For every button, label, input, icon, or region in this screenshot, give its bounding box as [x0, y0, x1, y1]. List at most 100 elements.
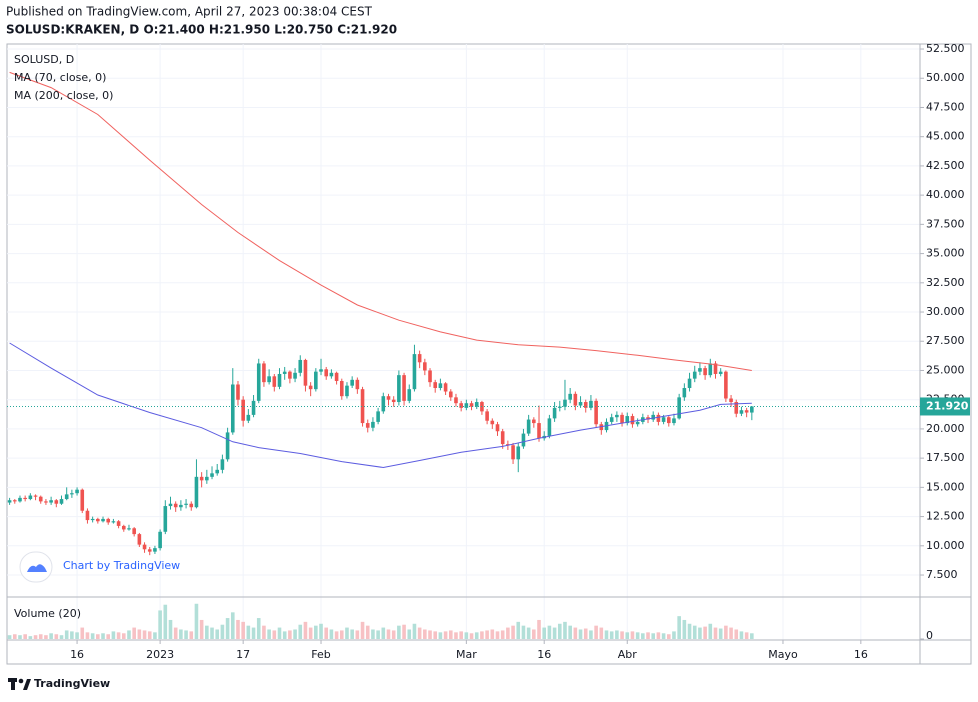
volume-bar — [101, 633, 105, 639]
volume-bar — [28, 636, 33, 639]
volume-bar — [85, 632, 90, 639]
candle-body — [329, 372, 334, 377]
volume-bar — [547, 625, 552, 639]
volume-bar — [106, 634, 111, 639]
volume-bar — [718, 628, 723, 639]
candle-body — [729, 398, 733, 403]
volume-bar — [355, 630, 360, 639]
volume-legend: Volume (20) — [14, 607, 81, 620]
legend-ma70: MA (70, close, 0) — [14, 71, 106, 84]
candle-body — [210, 473, 214, 477]
candle-body — [692, 371, 697, 379]
volume-bar — [96, 634, 100, 639]
candle-body — [506, 444, 510, 446]
candle-body — [677, 397, 681, 419]
volume-bar — [220, 624, 225, 639]
candle-body — [38, 496, 43, 502]
candle-body — [428, 370, 432, 383]
candle-body — [179, 504, 183, 508]
volume-bar — [412, 623, 417, 639]
candle-body — [532, 419, 536, 424]
volume-bar — [137, 629, 142, 639]
volume-bar — [329, 629, 334, 639]
ma-line — [9, 342, 752, 469]
x-tick-label: 16 — [70, 648, 84, 661]
watermark-text[interactable]: Chart by TradingView — [63, 559, 180, 572]
volume-bar — [386, 629, 391, 639]
candle-body — [251, 400, 256, 415]
candle-body — [163, 506, 168, 532]
candle-body — [267, 376, 271, 383]
candle-body — [552, 407, 557, 419]
volume-bar — [630, 631, 635, 639]
x-tick-label: 16 — [537, 648, 551, 661]
candle-body — [713, 363, 718, 374]
volume-bar — [142, 630, 147, 639]
volume-bar — [262, 625, 266, 639]
candle-body — [609, 417, 614, 422]
candle-body — [485, 411, 489, 421]
volume-bar — [132, 627, 136, 639]
legend-symbol: SOLUSD, D — [14, 53, 74, 66]
candle-body — [85, 510, 90, 521]
volume-bar — [656, 632, 661, 639]
axes: 7.50010.00012.50015.00017.50020.00022.50… — [70, 42, 970, 661]
y-tick-label: 37.500 — [926, 217, 965, 230]
candle-body — [620, 414, 624, 424]
x-tick-label: Mayo — [768, 648, 798, 661]
volume-bar — [303, 621, 308, 639]
volume-bar — [495, 631, 500, 639]
volume-bar — [620, 631, 624, 639]
volume-bar — [542, 627, 547, 639]
candle-body — [573, 393, 578, 406]
volume-bar — [360, 621, 365, 639]
candle-body — [448, 391, 453, 398]
candle-body — [137, 534, 142, 545]
candle-body — [651, 414, 656, 420]
candle-body — [75, 489, 79, 494]
volume-bar — [635, 632, 640, 639]
published-line: Published on TradingView.com, April 27, … — [6, 5, 373, 19]
candle-body — [397, 375, 401, 403]
candle-body — [350, 379, 354, 386]
symbol-line: SOLUSD:KRAKEN, D O:21.400 H:21.950 L:20.… — [6, 23, 397, 37]
watermark: Chart by TradingView — [19, 551, 180, 583]
candle-body — [355, 379, 360, 390]
candle-body — [288, 371, 292, 379]
candle-body — [594, 400, 598, 425]
candle-body — [215, 469, 220, 474]
volume-bar — [116, 632, 121, 639]
volume-bar — [454, 632, 458, 639]
volume-bar — [661, 633, 666, 639]
volume-bar — [589, 630, 593, 639]
volume-bar — [615, 630, 619, 639]
volume-bar — [230, 612, 235, 639]
candle-body — [173, 503, 178, 508]
candle-body — [345, 385, 349, 397]
x-tick-label: Mar — [456, 648, 477, 661]
candle-body — [314, 371, 318, 390]
candle-body — [423, 362, 427, 371]
candle-body — [241, 399, 245, 421]
volume-bar — [443, 631, 448, 639]
chart-frame — [6, 43, 972, 665]
volume-bar — [687, 623, 692, 639]
volume-bar — [236, 619, 240, 639]
volume-bar — [604, 630, 609, 639]
volume-bar — [625, 632, 630, 639]
volume-bar — [708, 623, 713, 639]
candle-body — [490, 420, 495, 425]
volume-bar — [199, 619, 204, 639]
footer-brand[interactable]: TradingView — [34, 677, 110, 690]
volume-bar — [7, 635, 12, 639]
candle-body — [417, 354, 422, 363]
volume-bar — [371, 629, 375, 639]
candle-body — [687, 378, 692, 389]
candle-body — [698, 368, 702, 372]
volume-bar — [729, 627, 733, 639]
candle-body — [282, 371, 287, 374]
candle-body — [147, 549, 152, 552]
volume-bar — [173, 627, 178, 639]
